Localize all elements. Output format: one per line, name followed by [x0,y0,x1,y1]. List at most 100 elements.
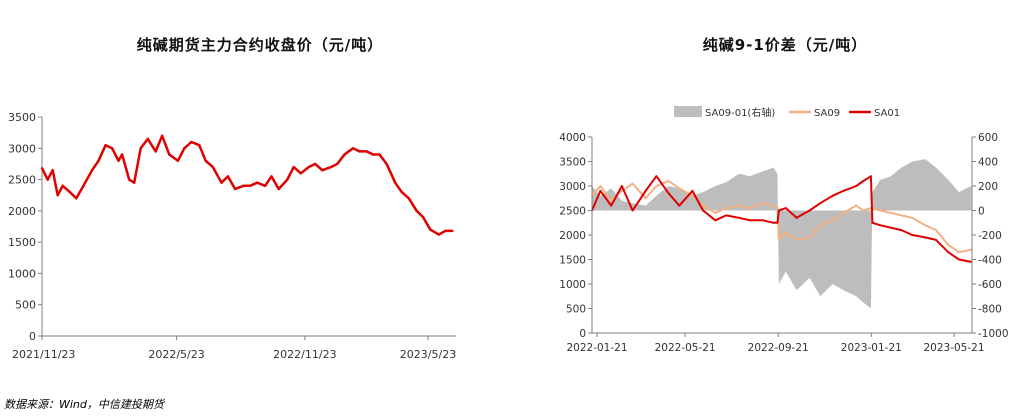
sa01-point [911,234,914,236]
left-tick-label: 1000 [559,279,586,291]
y-tick-label: 3500 [8,111,36,124]
legend-label-sa09-01: SA09-01(右轴) [705,106,775,119]
sa01-point [947,251,950,254]
sa01-point [599,189,602,192]
price-point [183,147,186,150]
sa01-point [702,209,705,212]
spread-area [592,159,972,309]
x-tick-label: 2022/5/23 [148,348,204,361]
price-point [204,159,207,162]
sa09-point [702,204,705,207]
price-point [146,137,149,141]
sa09-point [714,211,717,214]
price-point [46,178,49,181]
x-tick-label: 2022/11/23 [273,348,336,361]
price-point [329,165,333,169]
y-tick-label: 1000 [8,267,36,280]
sa01-point [935,238,937,241]
price-point [451,229,454,233]
price-point [437,233,440,236]
left-tick-label: 2000 [559,230,586,242]
price-point [365,150,368,153]
sa09-point [889,211,892,214]
price-point [68,190,72,194]
sa09-point [911,216,914,219]
right-tick-label: -600 [978,279,1002,291]
sa09-point [691,194,694,197]
price-point [277,187,280,191]
price-point [407,197,410,200]
price-point [160,134,164,137]
y-tick-label: 1500 [8,236,36,249]
left-tick-label: 4000 [559,132,586,144]
price-point [133,181,136,184]
sa09-point [819,224,822,227]
left-tick-label: 1500 [559,255,586,267]
sa09-point [644,197,647,200]
price-point [263,184,267,187]
price-chart: 0 500 1000 1500 2000 2500 3000 3500 2021/11/23 20… [8,111,456,361]
sa01-point [924,236,927,239]
x-tick-label: 2022-01-21 [566,342,627,354]
price-point [429,228,432,231]
price-point [82,184,85,187]
y-tick-label: 3000 [8,142,36,155]
sa09-point [784,231,787,234]
sa01-point [777,209,780,212]
right-tick-label: -200 [978,230,1002,242]
price-point [299,172,302,175]
price-point [270,175,273,178]
price-point [61,184,64,187]
left-tick-label: 500 [566,304,586,316]
right-tick-label: 600 [978,132,998,144]
price-point [421,215,425,219]
source-note: 数据来源：Wind，中信建投期货 [4,398,164,411]
sa09-point [725,207,728,210]
sa09-point [831,219,834,222]
price-point [394,181,397,184]
price-point [139,147,142,150]
sa01-point [667,192,670,195]
price-point [90,169,94,172]
sa09-point [610,199,613,202]
sa01-point [855,185,858,187]
sa09-point [777,238,780,241]
right-tick-label: -800 [978,304,1002,316]
sa09-point [761,202,764,205]
price-point [51,169,54,172]
sa09-point [795,238,798,241]
price-point [120,153,124,156]
price-point [154,150,157,153]
sa01-point [842,189,845,192]
sa01-point [862,180,865,183]
right-tick-label: 200 [978,181,998,193]
sa01-point [776,221,779,224]
price-point [104,144,107,147]
price-point [117,159,120,162]
price-point [336,162,339,166]
sa01-point [725,214,728,217]
price-point [233,187,237,191]
sa01-point [869,175,872,178]
left-tick-label: 3000 [559,181,586,193]
left-tick-label: 2500 [559,206,586,218]
sa09-point [935,229,937,232]
x-tick-label: 2021/11/23 [12,348,75,361]
y-tick-label: 500 [15,299,36,312]
price-point [190,140,193,144]
sa09-point [947,243,950,246]
sa09-point [879,209,882,212]
sa09-point [776,207,779,210]
x-tick-label: 2023-01-21 [841,342,902,354]
chart2-title: 纯碱9-1价差（元/吨） [702,36,868,54]
sa09-point [655,185,658,187]
sa01-point [714,219,717,222]
price-point [176,159,180,162]
sa01-point [871,221,874,224]
sa09-point [862,209,865,212]
sa09-point [620,189,623,192]
sa01-point [738,216,741,219]
price-point [358,150,361,153]
price-point [292,165,295,169]
price-point [168,153,171,156]
